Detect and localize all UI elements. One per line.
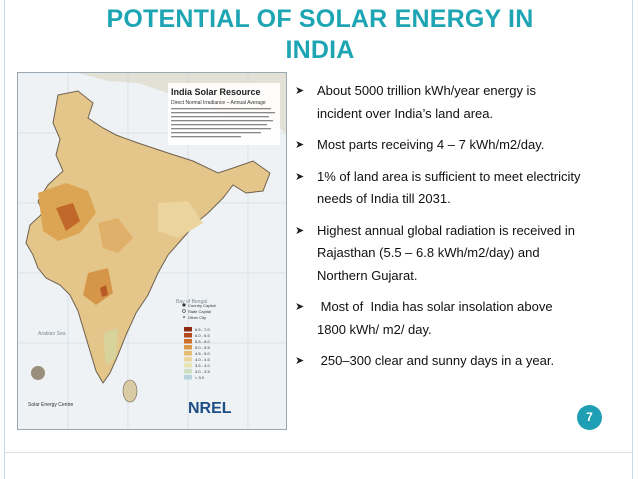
sea-label-bengal: Bay of Bengal <box>176 299 207 305</box>
map-title: India Solar Resource <box>171 87 261 97</box>
slide-title: POTENTIAL OF SOLAR ENERGY IN INDIA <box>40 4 600 66</box>
legend-swatch <box>184 375 192 380</box>
legend-state-capital: State Capital <box>188 309 211 314</box>
map-subtitle: Direct Normal Irradiance – Annual Averag… <box>171 100 266 106</box>
legend-range-label: 3.5 - 4.0 <box>195 363 210 368</box>
sea-label-arabian: Arabian Sea <box>38 331 66 337</box>
bullet-item-2: ➤ Most parts receiving 4 – 7 kWh/m2/day. <box>292 134 612 157</box>
central-zone <box>98 218 133 253</box>
title-line-2: INDIA <box>285 36 355 64</box>
nrel-logo: NREL <box>188 400 232 417</box>
map-title-block <box>168 83 280 145</box>
bullet-item-6: ➤ 250–300 clear and sunny days in a year… <box>292 350 612 373</box>
sri-lanka <box>122 379 138 403</box>
india-solar-map: India Solar Resource Direct Normal Irrad… <box>17 72 287 430</box>
emblem-icon <box>31 366 45 380</box>
legend-swatch <box>184 357 192 362</box>
legend-swatch <box>184 369 192 374</box>
legend-range-label: 3.0 - 3.5 <box>195 369 210 374</box>
legend-range-label: < 3.0 <box>195 375 205 380</box>
legend-swatch <box>184 345 192 350</box>
frame-bottom-border <box>4 452 633 453</box>
legend-swatch <box>184 339 192 344</box>
eastern-zone <box>158 201 203 238</box>
arrow-bullet-icon: ➤ <box>295 301 305 313</box>
legend-range-label: 4.5 - 5.0 <box>195 351 210 356</box>
arrow-bullet-icon: ➤ <box>295 224 305 237</box>
southern-zone <box>103 328 118 365</box>
legend-range-label: 6.5 - 7.0 <box>195 327 210 332</box>
legend-range-label: 6.0 - 6.5 <box>195 333 210 338</box>
bullet-item-3: ➤ 1% of land area is sufficient to meet … <box>292 166 612 211</box>
arrow-bullet-icon: ➤ <box>295 85 305 97</box>
legend-range-label: 5.5 - 6.0 <box>195 339 210 344</box>
peak-zone <box>56 203 80 231</box>
bullet-list: ➤ About 5000 trillion kWh/year energy is… <box>292 80 612 382</box>
legend-swatches: 6.5 - 7.06.0 - 6.55.5 - 6.05.0 - 5.54.5 … <box>184 327 210 380</box>
legend-range-label: 5.0 - 5.5 <box>195 345 210 350</box>
legend-swatch <box>184 333 192 338</box>
arrow-bullet-icon: ➤ <box>295 355 305 367</box>
map-description-lines <box>171 108 275 138</box>
map-legend: Country Capital State Capital Other City… <box>182 303 216 380</box>
frame-left-border <box>4 0 5 479</box>
map-graphic: India Solar Resource Direct Normal Irrad… <box>18 73 286 429</box>
legend-other-city: Other City <box>188 315 206 320</box>
frame-right-border <box>632 0 633 479</box>
deccan-peak <box>100 285 108 297</box>
solar-energy-centre-label: Solar Energy Centre <box>28 402 74 408</box>
bullet-item-5: ➤ Most of India has solar insolation abo… <box>292 296 612 341</box>
india-outline <box>25 90 271 384</box>
bullet-item-4: ➤ Highest annual global radiation is rec… <box>292 220 612 288</box>
title-line-1: POTENTIAL OF SOLAR ENERGY IN <box>106 5 534 33</box>
legend-swatch <box>184 351 192 356</box>
legend-swatch <box>184 363 192 368</box>
arrow-bullet-icon: ➤ <box>295 170 305 183</box>
page-number-badge: 7 <box>577 405 602 430</box>
arrow-bullet-icon: ➤ <box>295 139 305 151</box>
bullet-item-1: ➤ About 5000 trillion kWh/year energy is… <box>292 80 612 125</box>
legend-swatch <box>184 327 192 332</box>
legend-country-capital: Country Capital <box>188 303 216 308</box>
legend-range-label: 4.0 - 4.5 <box>195 357 210 362</box>
